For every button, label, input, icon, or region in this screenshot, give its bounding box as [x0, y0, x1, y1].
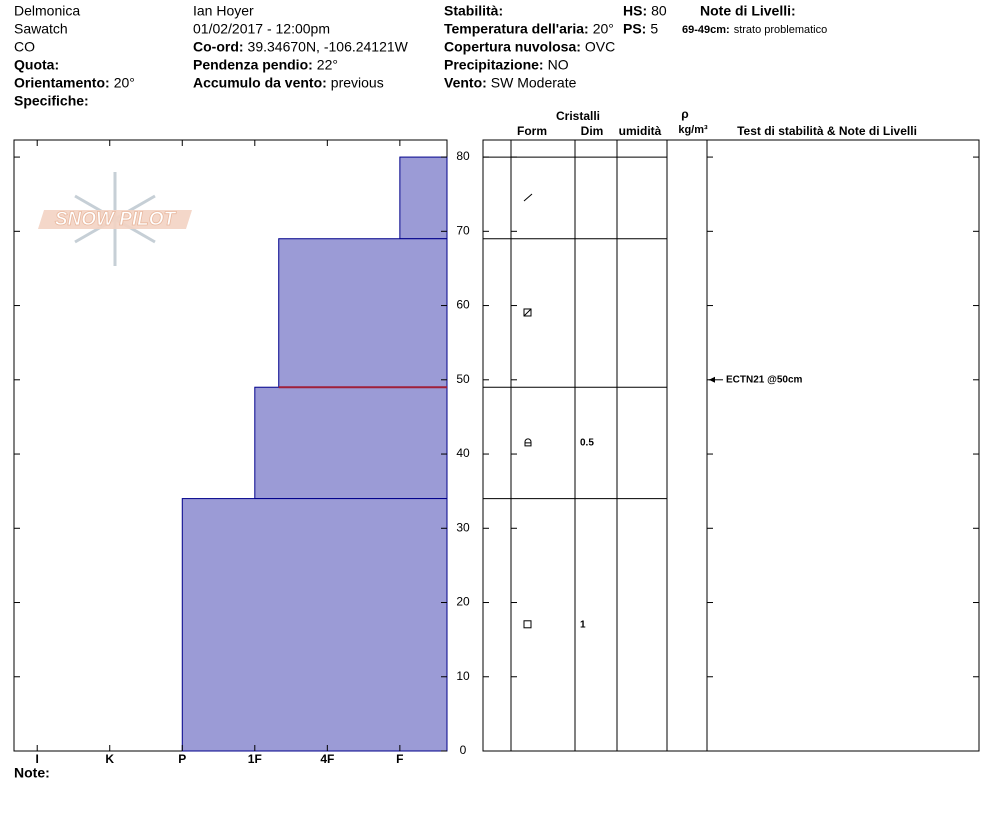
logo-banner	[38, 210, 192, 229]
field-label: 69-49cm:	[682, 24, 730, 36]
hardness-label: I	[36, 752, 39, 766]
grain-icon	[523, 308, 532, 317]
field-label: Accumulo da vento:	[193, 75, 327, 91]
depth-label: 0	[460, 743, 467, 757]
location-line: CO	[14, 39, 35, 55]
footer-note: Note:	[14, 765, 50, 781]
hardness-bar	[399, 156, 448, 240]
column-header: Dim	[581, 124, 604, 138]
depth-label: 50	[456, 372, 470, 386]
depth-label: 70	[456, 223, 470, 237]
grain-size: 1	[580, 619, 586, 630]
hardness-label: F	[396, 752, 403, 766]
depth-label: 60	[456, 298, 470, 312]
field-value: 20°	[593, 21, 614, 37]
table-columns	[510, 140, 708, 751]
hardness-label: K	[105, 752, 114, 766]
depth-label: 30	[456, 520, 470, 534]
field-label: PS:	[623, 21, 646, 37]
depth-label: 20	[456, 595, 470, 609]
column-header: umidità	[619, 124, 662, 138]
column-header: Test di stabilità & Note di Livelli	[737, 124, 917, 138]
grain-icon	[523, 620, 532, 629]
field-label: Quota:	[14, 57, 59, 73]
field-value: 80	[651, 3, 667, 19]
field-label: Copertura nuvolosa:	[444, 39, 581, 55]
depth-label: 40	[456, 446, 470, 460]
field-label: Note di Livelli:	[700, 3, 796, 19]
observer: Ian Hoyer	[193, 3, 254, 19]
field-value: previous	[331, 75, 384, 91]
test-label: ECTN21 @50cm	[726, 374, 803, 385]
grain-icon	[523, 308, 532, 317]
hardness-bar	[278, 238, 448, 388]
field-label: Precipitazione:	[444, 57, 544, 73]
field-label: Vento:	[444, 75, 487, 91]
depth-label: 10	[456, 669, 470, 683]
logo-text: SNOW PILOT	[55, 209, 177, 230]
table-frame	[482, 139, 980, 752]
column-header: ρ	[681, 107, 688, 121]
grain-icon	[523, 193, 533, 202]
depth-label: 80	[456, 149, 470, 163]
field-value: NO	[548, 57, 569, 73]
field-label: Pendenza pendio:	[193, 57, 313, 73]
column-header: kg/m³	[678, 124, 708, 136]
hardness-label: 4F	[320, 752, 334, 766]
field-value: SW Moderate	[491, 75, 577, 91]
grain-size: 0.5	[580, 438, 594, 449]
hardness-bar	[181, 498, 448, 752]
hardness-label: P	[178, 752, 186, 766]
hardness-label: 1F	[248, 752, 262, 766]
field-value: 39.34670N, -106.24121W	[248, 39, 409, 55]
field-value: strato problematico	[734, 24, 828, 36]
column-header: Cristalli	[556, 109, 600, 123]
field-label: Orientamento:	[14, 75, 110, 91]
test-arrowhead	[709, 376, 715, 383]
field-label: Specifiche:	[14, 93, 89, 109]
grain-icon	[524, 438, 532, 447]
field-label: Co-ord:	[193, 39, 244, 55]
field-value: 20°	[114, 75, 135, 91]
location-line: Delmonica	[14, 3, 80, 19]
hardness-bar	[254, 386, 448, 500]
field-label: Temperatura dell'aria:	[444, 21, 589, 37]
field-value: 5	[650, 21, 658, 37]
datetime: 01/02/2017 - 12:00pm	[193, 21, 330, 37]
field-value: OVC	[585, 39, 615, 55]
field-value: 22°	[317, 57, 338, 73]
column-header: Form	[517, 124, 547, 138]
location-line: Sawatch	[14, 21, 68, 37]
field-label: Stabilità:	[444, 3, 503, 19]
field-label: HS:	[623, 3, 647, 19]
